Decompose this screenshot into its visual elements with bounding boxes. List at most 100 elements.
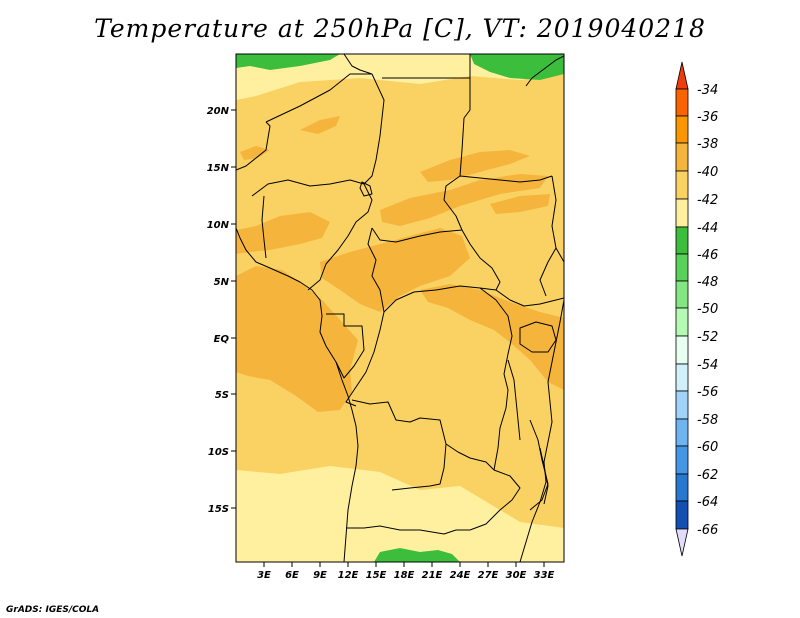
border-drc-uganda [479,287,513,375]
legend-swatch [675,253,689,282]
field-warm-streak-4 [240,146,270,160]
legend-swatch [675,363,689,392]
lat-label: 15N [207,163,230,174]
lon-label: 21E [422,570,443,581]
lat-label: 20N [207,106,230,117]
border-niger-chad [363,73,385,185]
field-warm-east [420,284,564,390]
lat-label: EQ [214,334,230,345]
lat-ticks [231,109,236,509]
legend-label: -40 [697,165,718,180]
border-angola-zambia [391,443,447,491]
lon-label: 15E [366,570,387,581]
border-chad-sudan [443,117,465,231]
lat-label: 10N [207,220,230,231]
legend-label: -38 [697,137,718,152]
border-niger-nigeria [251,179,365,197]
legend-label: -54 [697,358,718,373]
legend-arrow-top [675,61,689,90]
lon-label: 18E [394,570,415,581]
field-warm-streak-1 [380,174,548,226]
legend-swatch [675,280,689,309]
lake-victoria [519,321,557,353]
border-angola-drc [351,399,495,471]
legend-label: -48 [697,275,718,290]
map-axes: 20N 15N 10N 5N EQ 5S 10S 15S 3E 6E 9E 12… [207,53,565,581]
legend-swatch [675,307,689,337]
legend-label: -52 [697,330,718,345]
lon-label: 9E [313,570,327,581]
lat-label: 10S [208,447,229,458]
field-warm-west [236,266,358,412]
lat-label: 5S [215,390,229,401]
legend-swatch [675,445,689,475]
legend-label: -64 [697,495,718,510]
field-green-south [374,548,460,562]
field-warm-streak-3 [300,116,340,134]
coastline-east-africa [519,299,564,562]
field-warm-streak-5 [490,194,550,214]
legend-swatch [675,88,689,117]
red-sea-coast [525,55,564,87]
lon-label: 27E [478,570,499,581]
border-mali-niger [236,121,271,171]
border-sudan-ethiopia [551,175,564,263]
lat-label: 15S [208,504,229,515]
legend-label: -44 [697,221,718,236]
lake-tanganyika [507,359,521,441]
legend-label: -62 [697,468,718,483]
legend-swatch [675,226,689,255]
lon-label: 3E [257,570,271,581]
field-green-northeast [470,54,564,80]
border-zambia-malawi [456,469,521,531]
border-niger-algeria [265,73,372,123]
border-algeria-libya [343,54,373,75]
border-congo-drc [345,311,385,407]
legend-swatch [675,473,689,502]
legend-label: -60 [697,440,718,455]
border-drc-tanzania [493,373,509,471]
country-borders [236,54,564,562]
field-pale-south [236,466,564,562]
legend-arrow-bottom [675,528,689,557]
legend-labels: -34 -36 -38 -40 -42 -44 -46 -48 -50 -52 … [697,83,718,538]
border-nigeria-cameroon [307,183,373,291]
legend-label: -50 [697,302,718,317]
legend-swatch [675,418,689,447]
legend-swatch [675,390,689,420]
legend-swatch [675,500,689,530]
lon-label: 6E [285,570,299,581]
legend-label: -58 [697,413,718,428]
lon-label: 12E [338,570,359,581]
lon-label: 30E [506,570,527,581]
border-libya-sudan [382,77,471,119]
lake-chad [359,181,373,197]
field-warm-northwest [236,212,330,254]
legend-label: -46 [697,248,718,263]
legend-label: -66 [697,523,718,538]
border-benin-nigeria [261,195,267,259]
lat-labels: 20N 15N 10N 5N EQ 5S 10S 15S [207,106,230,515]
border-car-congo [383,285,481,313]
lat-label: 5N [214,277,230,288]
field-warm-streak-2 [420,150,530,182]
legend-label: -42 [697,193,718,208]
color-legend [675,61,689,557]
lake-malawi [539,447,549,505]
legend-label: -36 [697,110,718,125]
border-cameroon-car [367,227,385,313]
lon-labels: 3E 6E 9E 12E 15E 18E 21E 24E 27E 30E 33E [257,570,554,581]
legend-swatch [675,335,689,365]
grads-credit: GrADS: IGES/COLA [6,605,100,615]
field-pale-band [280,492,440,512]
border-sudan-ssudan [459,175,553,183]
field-warm-center [320,228,470,312]
legend-swatch [675,170,689,200]
coastline-west-africa [236,227,359,562]
lon-label: 33E [534,570,555,581]
legend-swatch [675,142,689,172]
legend-swatch [675,115,689,144]
map-title: Temperature at 250hPa [C], VT: 201904021… [94,14,706,43]
border-ethiopia-ssudan [539,247,557,297]
